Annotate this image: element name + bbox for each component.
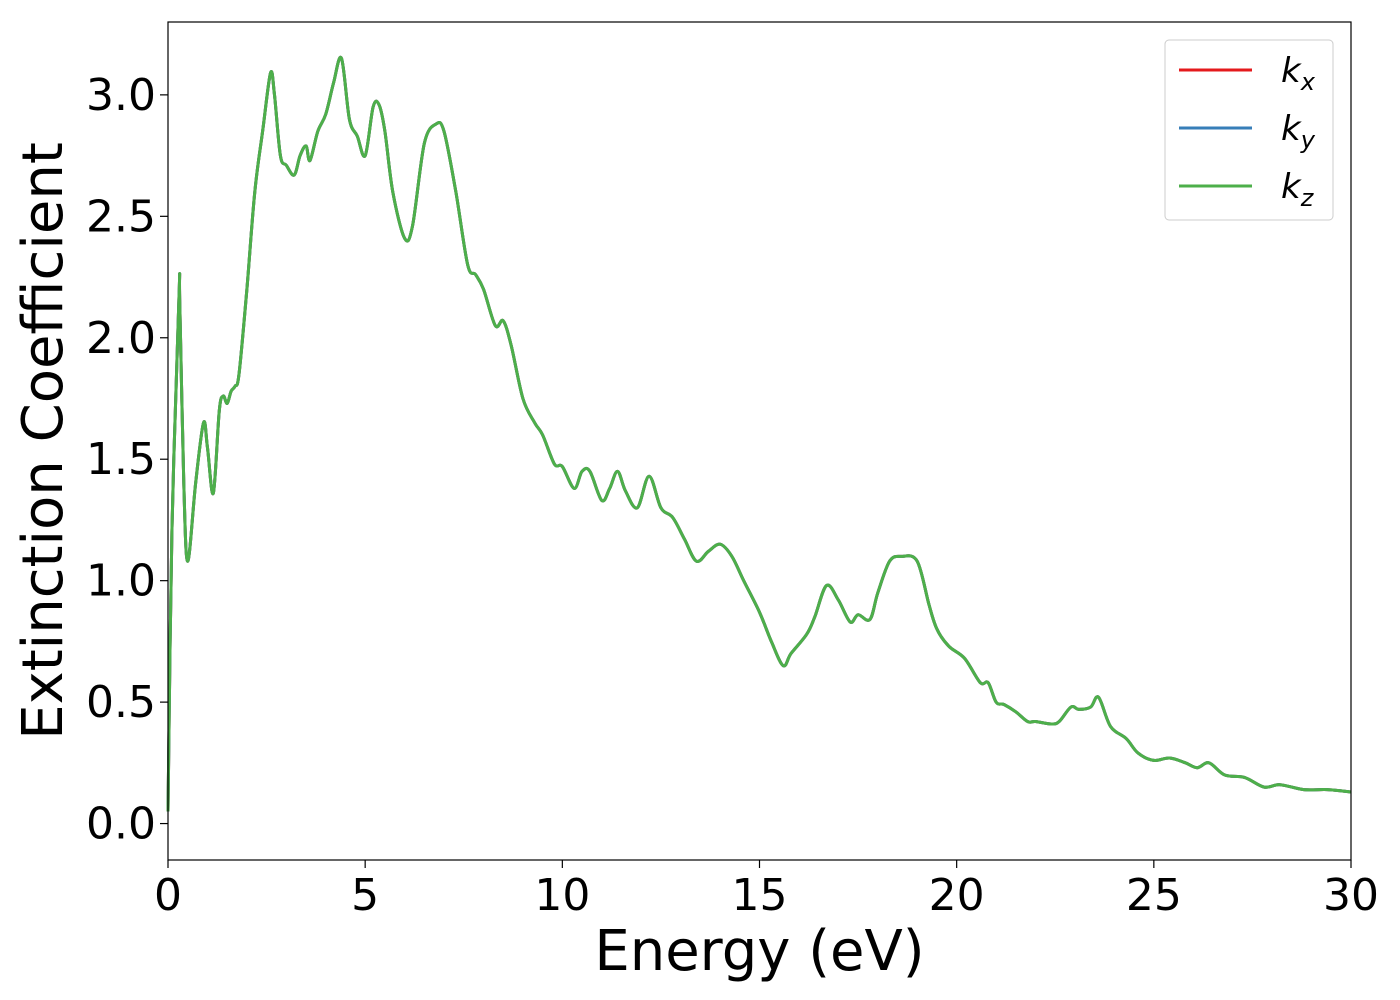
y-tick-label: 2.0 [86,313,156,364]
x-tick-label: 30 [1323,870,1379,921]
legend-frame [1164,39,1334,221]
legend-label-kz: kz [1281,167,1315,212]
y-axis-ticks: 0.0 0.5 1.0 1.5 2.0 2.5 3.0 [86,70,168,850]
series-line-kz [166,55,1352,812]
legend-entries: kx ky kz [1179,51,1316,212]
y-tick-label: 2.5 [86,191,156,242]
legend-label-ky: ky [1281,109,1316,154]
x-tick-label: 20 [929,870,985,921]
y-tick-label: 1.5 [86,434,156,485]
y-tick-label: 1.0 [86,556,156,607]
y-tick-label: 3.0 [86,70,156,121]
legend: kx ky kz [1164,39,1334,221]
x-tick-label: 15 [732,870,788,921]
x-axis-ticks: 0 5 10 15 20 25 30 [154,860,1379,921]
y-tick-label: 0.0 [86,799,156,850]
x-tick-label: 25 [1126,870,1182,921]
legend-label-kx: kx [1281,51,1316,96]
x-tick-label: 0 [154,870,182,921]
y-axis-title: Extinction Coefficient [11,142,76,740]
x-tick-label: 10 [534,870,590,921]
x-tick-label: 5 [351,870,379,921]
series-layer [166,55,1352,812]
x-axis-title: Energy (eV) [594,919,924,984]
y-tick-label: 0.5 [86,677,156,728]
